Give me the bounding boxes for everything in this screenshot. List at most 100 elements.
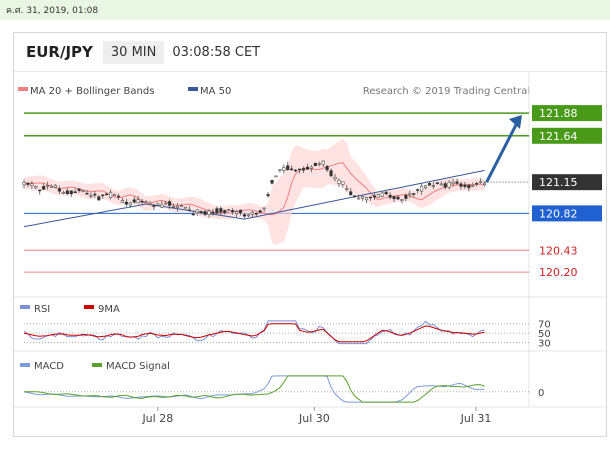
candle-body xyxy=(238,209,243,214)
candle-body xyxy=(475,183,479,185)
candle-body xyxy=(305,166,309,170)
candle-body xyxy=(388,194,392,198)
candle-body xyxy=(168,201,172,206)
candle-body xyxy=(313,162,317,166)
candle-body xyxy=(57,188,61,192)
ma50-line xyxy=(23,169,485,228)
candle-body xyxy=(53,184,58,188)
candle-body xyxy=(34,186,38,189)
candle-body xyxy=(427,183,432,186)
candle-body xyxy=(400,199,404,201)
level-label-5: 120.20 xyxy=(539,266,578,279)
candle-body xyxy=(463,184,467,187)
macd-tick-label: 0 xyxy=(538,388,544,399)
candle-body xyxy=(65,190,69,195)
candle-body xyxy=(50,186,54,188)
candle-body xyxy=(22,182,26,186)
symbol-label: EUR/JPY xyxy=(26,43,93,61)
rsi9ma-legend-swatch xyxy=(84,305,94,309)
candle-body xyxy=(396,196,400,200)
candle-body xyxy=(262,207,266,210)
rsi9ma-line xyxy=(23,323,485,343)
candle-body xyxy=(26,183,30,185)
candle-body xyxy=(368,196,372,199)
ma20-legend-swatch xyxy=(18,87,28,91)
candle-body xyxy=(179,205,184,207)
candle-body xyxy=(207,210,211,215)
chart-panel: EUR/JPY 30 MIN 03:08:58 CET MA 20 + Boll… xyxy=(13,32,607,437)
projection-arrow-head xyxy=(509,114,522,129)
candle-body xyxy=(439,183,443,186)
candle-body xyxy=(376,194,380,198)
candle-body xyxy=(423,185,428,189)
level-label-0: 121.88 xyxy=(539,107,578,120)
candle-body xyxy=(459,183,463,187)
candle-body xyxy=(136,199,140,204)
candle-body xyxy=(219,208,223,213)
credit-text: Research © 2019 Trading Central xyxy=(363,86,530,97)
bollinger-band xyxy=(24,138,485,246)
candle-body xyxy=(101,194,105,197)
candle-body xyxy=(467,184,471,189)
candle-body xyxy=(42,186,46,190)
candle-body xyxy=(109,191,113,198)
candle-body xyxy=(175,205,180,209)
candle-body xyxy=(270,179,274,184)
candle-body xyxy=(357,197,361,200)
candle-body xyxy=(337,180,341,184)
candle-body xyxy=(384,191,388,195)
candle-body xyxy=(380,192,384,197)
macd-signal-line xyxy=(24,375,485,403)
candle-body xyxy=(97,196,101,201)
candle-body xyxy=(250,211,254,215)
rsi-line xyxy=(23,320,485,345)
candle-body xyxy=(77,188,81,191)
candle-body xyxy=(278,169,282,171)
candle-body xyxy=(227,209,231,211)
candle-body xyxy=(416,189,420,191)
rsi-tick-label: 50 xyxy=(538,329,551,340)
timeframe-button[interactable]: 30 MIN xyxy=(102,40,165,64)
candle-body xyxy=(120,200,124,203)
level-tag-0 xyxy=(532,105,602,122)
candle-body xyxy=(172,205,176,208)
macd-legend-label: MACD xyxy=(34,361,64,372)
candle-body xyxy=(274,175,278,178)
candle-body xyxy=(81,190,85,192)
candle-body xyxy=(211,211,215,214)
candle-body xyxy=(353,195,357,198)
candle-body xyxy=(364,196,369,201)
rsi9ma-legend-label: 9MA xyxy=(98,304,120,315)
candle-body xyxy=(152,205,156,207)
candle-body xyxy=(89,195,93,197)
candle-body xyxy=(105,193,109,196)
date-bar: ค.ศ. 31, 2019, 01:08 xyxy=(0,0,610,20)
candle-body xyxy=(203,211,207,215)
ma50-legend-swatch xyxy=(188,87,198,91)
candle-body xyxy=(254,212,258,215)
candle-body xyxy=(392,196,396,200)
candle-body xyxy=(46,185,50,187)
candle-body xyxy=(349,191,353,196)
candle-body xyxy=(483,182,487,186)
time-label: 03:08:58 CET xyxy=(172,44,261,60)
rsi-legend-label: RSI xyxy=(34,304,50,315)
ma50-legend-label: MA 50 xyxy=(200,86,231,97)
candle-body xyxy=(156,203,160,206)
candle-body xyxy=(443,183,447,188)
candle-body xyxy=(286,165,290,171)
candle-body xyxy=(132,199,136,203)
candle-body xyxy=(69,190,73,195)
candle-body xyxy=(258,210,262,213)
candle-body xyxy=(301,168,306,171)
candle-body xyxy=(85,193,89,195)
candle-body xyxy=(329,170,333,177)
candle-body xyxy=(30,183,34,187)
candle-body xyxy=(112,194,117,196)
candle-body xyxy=(447,181,451,188)
candle-body xyxy=(479,181,483,183)
candle-body xyxy=(144,201,148,203)
macd-signal-legend-swatch xyxy=(92,363,102,367)
candle-body xyxy=(412,193,416,195)
candle-body xyxy=(242,214,247,217)
